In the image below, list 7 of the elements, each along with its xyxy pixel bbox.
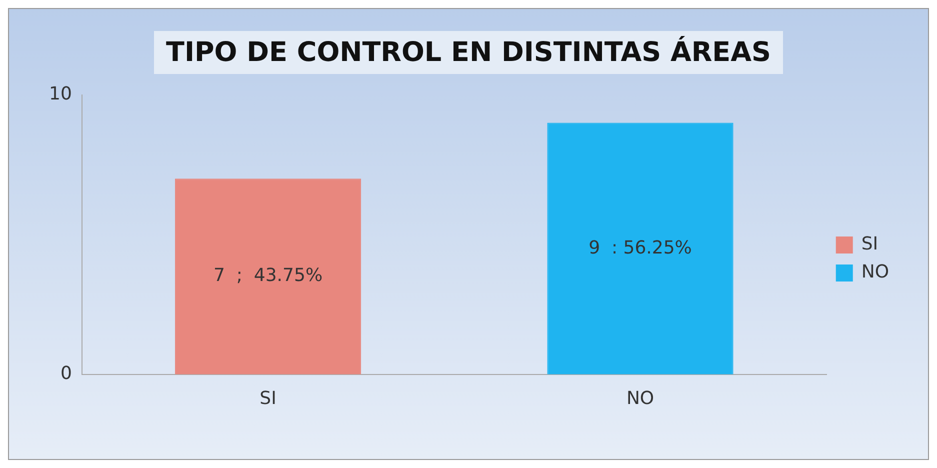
y-tick-label: 10 (49, 83, 72, 104)
data-label: 9 : 56.25% (588, 237, 692, 258)
legend-label: NO (861, 262, 890, 283)
legend-label: SI (861, 234, 878, 255)
chart-title: TIPO DE CONTROL EN DISTINTAS ÁREAS (154, 31, 783, 74)
data-label: 7 ; 43.75% (213, 265, 323, 286)
y-tick-label: 0 (60, 363, 72, 384)
